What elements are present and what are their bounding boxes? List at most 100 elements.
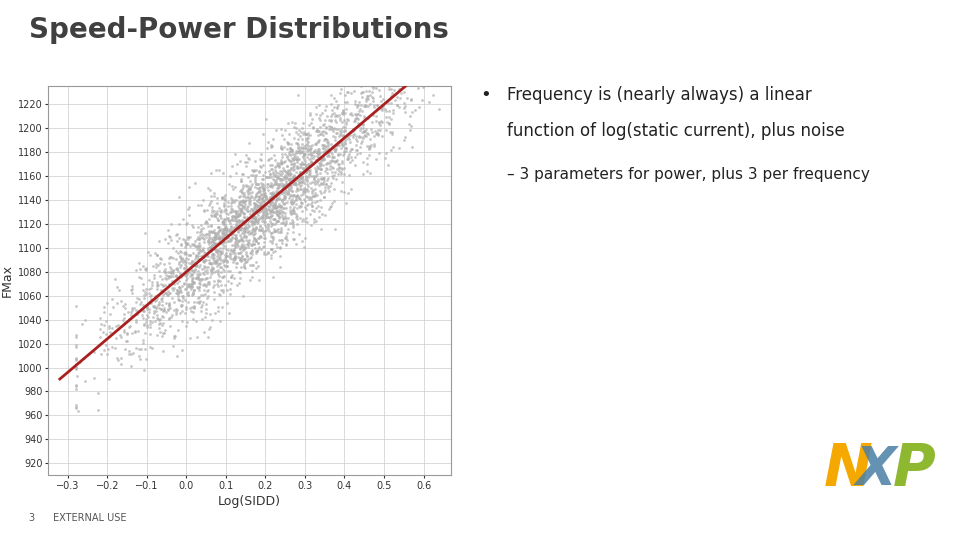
Point <box>254 205 270 214</box>
Point <box>277 167 293 176</box>
Point <box>302 158 318 167</box>
Point <box>303 157 319 165</box>
Point <box>185 314 201 323</box>
Point <box>143 299 158 307</box>
Point <box>152 237 167 245</box>
Point <box>240 192 255 201</box>
Point <box>210 249 226 258</box>
Point <box>357 101 372 110</box>
Point <box>257 234 273 242</box>
Point <box>303 114 319 123</box>
Point <box>200 206 215 214</box>
Point <box>200 237 215 245</box>
Point <box>174 288 189 296</box>
Point <box>202 199 217 207</box>
Point <box>209 246 225 254</box>
Point <box>248 222 263 231</box>
Point <box>227 240 242 249</box>
Point <box>389 101 404 110</box>
Point <box>271 225 286 234</box>
Point <box>137 328 153 337</box>
Point <box>139 321 155 330</box>
Point <box>132 300 148 308</box>
Point <box>141 304 156 313</box>
Point <box>113 333 129 342</box>
Point <box>265 245 280 253</box>
Point <box>308 103 324 111</box>
Point <box>242 206 257 215</box>
Point <box>374 103 390 111</box>
Point <box>297 203 312 212</box>
Point <box>324 147 339 156</box>
Point <box>275 181 290 190</box>
Point <box>308 172 324 180</box>
Point <box>327 145 343 153</box>
Point <box>165 265 180 274</box>
Point <box>204 260 219 268</box>
Point <box>246 226 261 235</box>
Point <box>286 174 301 183</box>
Point <box>356 114 372 123</box>
Point <box>225 230 240 238</box>
Point <box>284 146 300 154</box>
Point <box>221 276 236 285</box>
Point <box>248 207 263 216</box>
Point <box>249 196 264 205</box>
Point <box>296 141 311 150</box>
Point <box>162 262 178 271</box>
Point <box>162 301 178 310</box>
Point <box>206 268 222 277</box>
Point <box>192 244 207 252</box>
Point <box>248 190 263 199</box>
Point <box>272 166 287 175</box>
Point <box>165 342 180 350</box>
Point <box>316 174 331 183</box>
Point <box>303 172 319 181</box>
Point <box>253 233 269 241</box>
Point <box>432 78 447 87</box>
Point <box>205 264 221 273</box>
Point <box>312 154 327 163</box>
Point <box>138 263 154 272</box>
Point <box>326 157 342 165</box>
Point <box>294 178 309 187</box>
Point <box>215 285 230 294</box>
Point <box>282 180 298 189</box>
Point <box>289 184 304 193</box>
Point <box>237 224 252 233</box>
Point <box>243 249 258 258</box>
Point <box>161 231 177 240</box>
Point <box>360 130 375 139</box>
Point <box>180 268 195 277</box>
Point <box>250 179 265 188</box>
Point <box>310 174 325 183</box>
Point <box>236 227 252 236</box>
Point <box>228 219 244 228</box>
Point <box>68 342 84 351</box>
Point <box>172 271 187 279</box>
Point <box>136 294 152 302</box>
Point <box>366 71 381 80</box>
Point <box>392 85 407 93</box>
Point <box>323 159 338 167</box>
Point <box>244 225 259 234</box>
Point <box>377 68 393 76</box>
Point <box>268 180 283 188</box>
Point <box>163 265 179 274</box>
Point <box>316 127 331 136</box>
Point <box>162 304 178 313</box>
Point <box>334 159 349 167</box>
Point <box>234 184 250 193</box>
Point <box>142 322 157 331</box>
Point <box>276 195 291 204</box>
Point <box>68 363 84 372</box>
Point <box>250 179 265 188</box>
Point <box>215 256 230 265</box>
Point <box>189 298 204 307</box>
Point <box>225 212 240 220</box>
Point <box>313 161 328 170</box>
Point <box>168 305 183 314</box>
Point <box>254 194 270 202</box>
Point <box>377 66 393 75</box>
Point <box>194 227 209 235</box>
